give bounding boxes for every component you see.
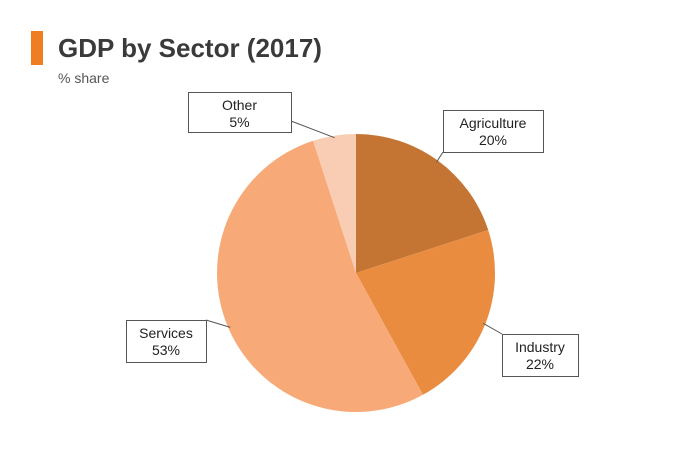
callout-box-services: [126, 320, 207, 363]
callout-leader-agriculture: [436, 151, 444, 163]
slice-label-services: Services: [139, 325, 193, 341]
slice-label-other: Other: [222, 97, 257, 113]
slice-value-other: 5%: [229, 114, 249, 130]
callout-leader-other: [290, 120, 335, 139]
title-accent-bar: [31, 31, 43, 65]
callout-leader-services: [205, 319, 231, 328]
pie-slice-industry: [356, 230, 496, 395]
slice-value-industry: 22%: [526, 356, 554, 372]
callout-leader-industry: [483, 322, 503, 335]
callout-box-other: [188, 92, 292, 133]
pie-slice-services: [217, 140, 423, 412]
pie-slices: [217, 134, 496, 412]
slice-value-agriculture: 20%: [479, 132, 507, 148]
slice-label-agriculture: Agriculture: [460, 115, 527, 131]
callout-box-agriculture: [443, 110, 544, 153]
chart-title: GDP by Sector (2017): [58, 33, 322, 63]
pie-slice-agriculture: [356, 134, 489, 273]
chart-subtitle: % share: [58, 70, 110, 86]
slice-value-services: 53%: [152, 342, 180, 358]
slice-label-industry: Industry: [515, 339, 565, 355]
callout-box-industry: [502, 334, 579, 377]
pie-slice-other: [313, 134, 356, 273]
